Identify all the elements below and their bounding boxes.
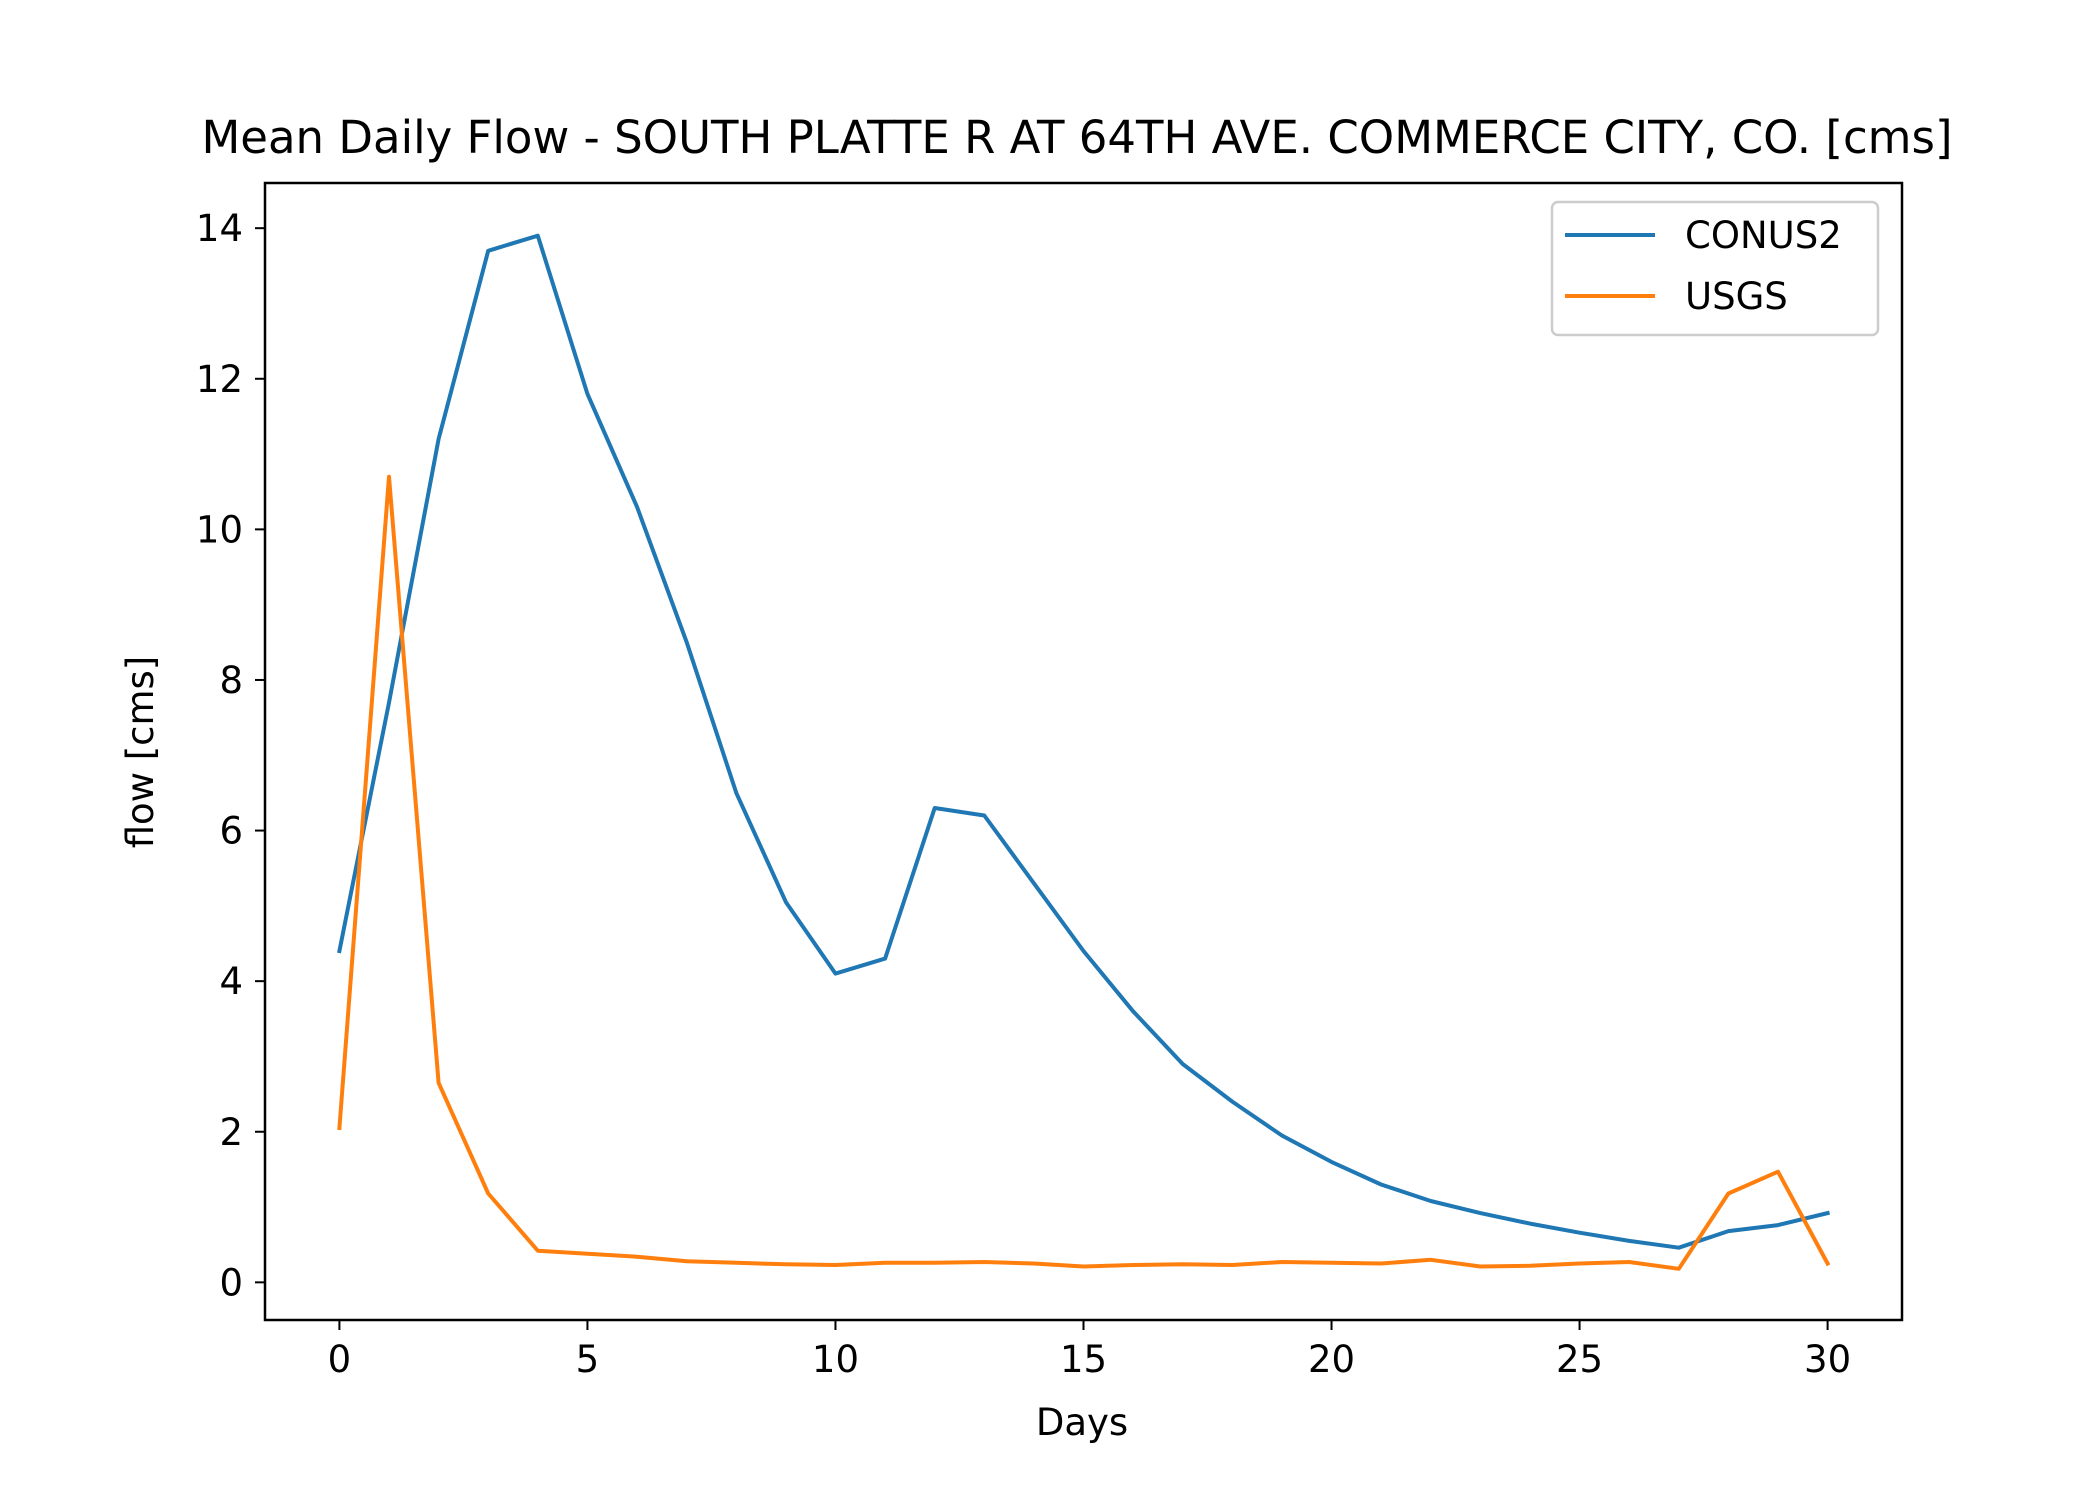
legend-label-conus2: CONUS2 xyxy=(1685,214,1842,257)
y-tick-label: 2 xyxy=(219,1111,243,1154)
x-tick-label: 0 xyxy=(328,1338,352,1381)
y-tick-label: 4 xyxy=(219,960,243,1003)
series-line-conus2 xyxy=(337,233,1831,1250)
y-tick-label: 12 xyxy=(196,358,243,401)
x-axis-label: Days xyxy=(1036,1401,1128,1444)
x-tick-label: 20 xyxy=(1308,1338,1355,1381)
legend-label-usgs: USGS xyxy=(1685,275,1788,318)
y-tick-label: 14 xyxy=(196,207,243,250)
chart-title: Mean Daily Flow - SOUTH PLATTE R AT 64TH… xyxy=(201,111,1952,164)
x-tick-label: 10 xyxy=(812,1338,859,1381)
legend: CONUS2 USGS xyxy=(1550,200,1880,337)
y-axis-label: flow [cms] xyxy=(119,656,162,849)
y-tick-label: 6 xyxy=(219,810,243,853)
x-tick-label: 15 xyxy=(1060,1338,1107,1381)
x-axis-ticks: 0 5 10 15 20 25 30 xyxy=(328,1320,1851,1381)
x-tick-label: 25 xyxy=(1556,1338,1603,1381)
y-tick-label: 10 xyxy=(196,508,243,551)
series-line-usgs xyxy=(337,474,1831,1271)
x-tick-label: 5 xyxy=(576,1338,600,1381)
x-tick-label: 30 xyxy=(1804,1338,1851,1381)
y-tick-label: 8 xyxy=(219,659,243,702)
y-tick-label: 0 xyxy=(219,1261,243,1304)
series-layer xyxy=(337,233,1831,1271)
y-axis-ticks: 0 2 4 6 8 10 12 14 xyxy=(196,207,265,1304)
